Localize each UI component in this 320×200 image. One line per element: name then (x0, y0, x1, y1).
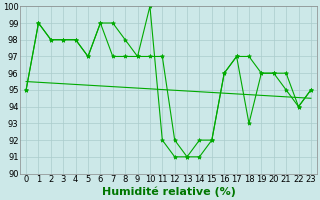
X-axis label: Humidité relative (%): Humidité relative (%) (101, 187, 236, 197)
